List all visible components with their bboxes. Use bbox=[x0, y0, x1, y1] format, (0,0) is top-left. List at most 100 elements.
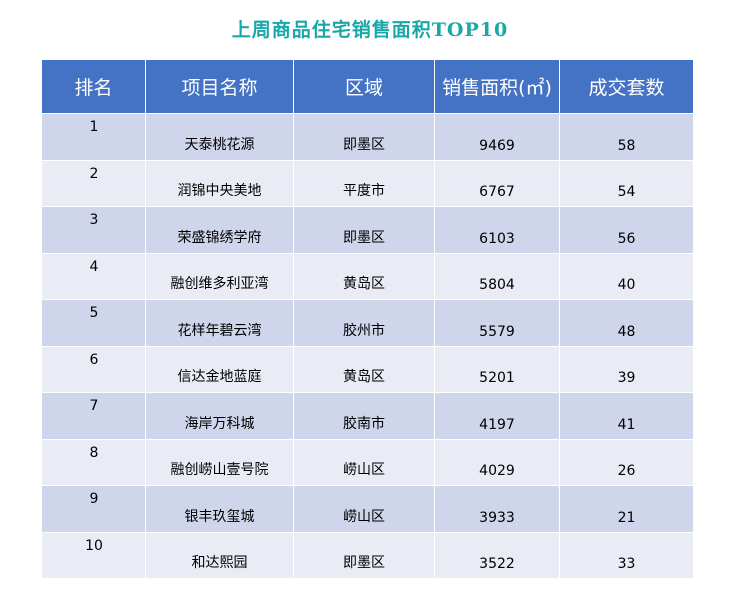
table-row: 5 花样年碧云湾 胶州市 5579 48 bbox=[42, 299, 693, 346]
region-cell-value: 崂山区 bbox=[343, 508, 385, 525]
project-cell: 融创维多利亚湾 bbox=[146, 253, 294, 299]
sales-area-cell-value: 3933 bbox=[479, 509, 515, 526]
project-cell: 信达金地蓝庭 bbox=[146, 346, 294, 392]
sales-area-cell-value: 4029 bbox=[479, 463, 515, 479]
sales-area-cell: 5804 bbox=[435, 253, 560, 299]
region-cell: 即墨区 bbox=[294, 114, 435, 160]
project-cell: 海岸万科城 bbox=[146, 393, 294, 439]
rank-cell: 8 bbox=[42, 439, 146, 485]
units-cell-value: 40 bbox=[617, 277, 636, 293]
rank-cell-value: 3 bbox=[89, 212, 99, 228]
rank-cell-value: 9 bbox=[89, 491, 99, 507]
units-cell: 48 bbox=[560, 300, 693, 346]
units-cell-value: 54 bbox=[617, 184, 636, 200]
project-cell: 融创崂山壹号院 bbox=[146, 439, 294, 485]
table-row: 2 润锦中央美地 平度市 6767 54 bbox=[42, 159, 693, 206]
rank-cell: 9 bbox=[42, 486, 146, 532]
rank-cell-value: 7 bbox=[89, 398, 99, 414]
sales-table: 排名 项目名称 区域 销售面积(㎡) 成交套数 1 天泰桃花源 即墨区 9469 58 2… bbox=[42, 60, 693, 578]
rank-cell: 2 bbox=[42, 160, 146, 206]
region-cell-value: 崂山区 bbox=[343, 462, 385, 478]
region-cell-value: 胶南市 bbox=[343, 415, 385, 432]
project-cell-value: 荣盛锦绣学府 bbox=[177, 229, 262, 246]
region-cell-value: 平度市 bbox=[343, 183, 385, 199]
table-row: 3 荣盛锦绣学府 即墨区 6103 56 bbox=[42, 206, 693, 253]
sales-area-cell: 5579 bbox=[435, 300, 560, 346]
units-cell-value: 21 bbox=[617, 509, 636, 526]
units-cell: 41 bbox=[560, 393, 693, 439]
units-cell: 40 bbox=[560, 254, 693, 300]
sales-area-cell: 5201 bbox=[435, 346, 560, 392]
header-units: 成交套数 bbox=[588, 77, 665, 99]
project-cell: 和达熙园 bbox=[146, 532, 294, 578]
sales-area-cell-value: 4197 bbox=[479, 416, 515, 433]
region-cell: 即墨区 bbox=[294, 532, 435, 578]
header-sales-area: 销售面积(㎡) bbox=[435, 60, 560, 113]
table-title: 上周商品住宅销售面积TOP10 bbox=[231, 19, 509, 41]
project-cell-value: 花样年碧云湾 bbox=[177, 322, 262, 339]
rank-cell-value: 1 bbox=[89, 119, 99, 135]
region-cell: 黄岛区 bbox=[294, 253, 435, 299]
region-cell-value: 即墨区 bbox=[343, 555, 385, 571]
table-row: 10 和达熙园 即墨区 3522 33 bbox=[42, 531, 693, 579]
units-cell-value: 33 bbox=[617, 556, 636, 572]
rank-cell-value: 4 bbox=[89, 258, 99, 275]
region-cell-value: 黄岛区 bbox=[343, 276, 385, 292]
sales-area-cell: 3933 bbox=[435, 486, 560, 532]
project-cell-value: 天泰桃花源 bbox=[184, 136, 255, 153]
sales-area-cell-value: 5201 bbox=[479, 370, 515, 386]
region-cell: 平度市 bbox=[294, 160, 435, 206]
region-cell-value: 即墨区 bbox=[343, 229, 385, 246]
units-cell: 33 bbox=[560, 533, 693, 579]
header-project: 项目名称 bbox=[146, 60, 294, 113]
sales-area-cell-value: 5804 bbox=[479, 277, 515, 293]
table-body: 1 天泰桃花源 即墨区 9469 58 2 润锦中央美地 平度市 6767 54 3 荣盛锦绣学府 即墨… bbox=[42, 113, 693, 578]
region-cell: 胶南市 bbox=[294, 393, 435, 439]
sales-area-cell: 4197 bbox=[435, 393, 560, 439]
rank-cell-value: 8 bbox=[89, 444, 99, 461]
rank-cell: 10 bbox=[42, 532, 146, 578]
units-cell: 21 bbox=[560, 486, 693, 532]
region-cell-value: 黄岛区 bbox=[343, 369, 385, 385]
project-cell-value: 和达熙园 bbox=[191, 555, 248, 571]
region-cell: 黄岛区 bbox=[294, 346, 435, 392]
units-cell-value: 58 bbox=[617, 137, 636, 154]
sales-area-cell: 6103 bbox=[435, 207, 560, 253]
region-cell: 胶州市 bbox=[294, 300, 435, 346]
rank-cell: 7 bbox=[42, 393, 146, 439]
table-row: 7 海岸万科城 胶南市 4197 41 bbox=[42, 392, 693, 439]
units-cell-value: 26 bbox=[617, 463, 636, 479]
sales-area-cell-value: 6767 bbox=[479, 184, 515, 200]
table-row: 1 天泰桃花源 即墨区 9469 58 bbox=[42, 113, 693, 160]
rank-cell-value: 6 bbox=[89, 351, 99, 368]
project-cell-value: 融创崂山壹号院 bbox=[170, 462, 269, 478]
units-cell-value: 39 bbox=[617, 370, 636, 386]
sales-area-cell: 6767 bbox=[435, 160, 560, 206]
header-region: 区域 bbox=[294, 60, 435, 113]
units-cell-value: 48 bbox=[617, 323, 636, 340]
project-cell: 荣盛锦绣学府 bbox=[146, 207, 294, 253]
rank-cell-value: 5 bbox=[89, 305, 99, 321]
rank-cell-value: 10 bbox=[85, 537, 103, 554]
rank-cell: 6 bbox=[42, 346, 146, 392]
project-cell-value: 银丰玖玺城 bbox=[184, 508, 255, 525]
table-row: 4 融创维多利亚湾 黄岛区 5804 40 bbox=[42, 252, 693, 300]
sales-area-cell-value: 6103 bbox=[479, 230, 515, 247]
project-cell: 银丰玖玺城 bbox=[146, 486, 294, 532]
table-row: 6 信达金地蓝庭 黄岛区 5201 39 bbox=[42, 345, 693, 393]
table-row: 8 融创崂山壹号院 崂山区 4029 26 bbox=[42, 438, 693, 485]
project-cell-value: 润锦中央美地 bbox=[177, 183, 262, 199]
rank-cell: 3 bbox=[42, 207, 146, 253]
project-cell-value: 融创维多利亚湾 bbox=[170, 276, 269, 292]
sales-area-cell-value: 9469 bbox=[479, 137, 515, 154]
units-cell: 58 bbox=[560, 114, 693, 160]
region-cell-value: 即墨区 bbox=[343, 136, 385, 153]
project-cell-value: 海岸万科城 bbox=[184, 415, 255, 432]
sales-area-cell-value: 5579 bbox=[479, 323, 515, 340]
sales-area-cell-value: 3522 bbox=[479, 556, 515, 572]
region-cell: 即墨区 bbox=[294, 207, 435, 253]
units-cell: 39 bbox=[560, 347, 693, 393]
project-cell-value: 信达金地蓝庭 bbox=[177, 369, 262, 385]
project-cell: 润锦中央美地 bbox=[146, 160, 294, 206]
table-row: 9 银丰玖玺城 崂山区 3933 21 bbox=[42, 485, 693, 532]
